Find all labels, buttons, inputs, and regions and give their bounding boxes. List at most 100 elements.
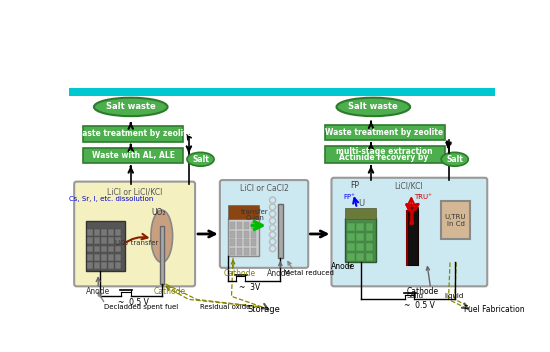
Bar <box>356 253 364 261</box>
Bar <box>108 246 114 252</box>
Bar <box>116 263 120 269</box>
Text: Metal reduced: Metal reduced <box>284 270 334 276</box>
Bar <box>116 228 120 235</box>
Bar <box>108 254 114 261</box>
Bar <box>228 218 260 256</box>
Text: LiCl/KCl: LiCl/KCl <box>394 182 424 191</box>
Bar <box>251 248 256 255</box>
FancyBboxPatch shape <box>74 182 195 286</box>
Bar <box>69 88 495 96</box>
Bar <box>160 226 164 284</box>
Text: multi-stage extraction: multi-stage extraction <box>336 147 432 156</box>
Bar <box>95 228 100 235</box>
Bar <box>356 243 364 251</box>
Bar <box>278 204 283 258</box>
Bar <box>366 253 373 261</box>
Bar <box>244 239 249 246</box>
Bar <box>408 207 417 265</box>
Text: TRU⁺: TRU⁺ <box>414 194 432 200</box>
Text: U: U <box>358 199 364 208</box>
Text: Decladded spent fuel: Decladded spent fuel <box>103 304 178 310</box>
Bar <box>87 237 93 244</box>
Text: O-ion: O-ion <box>245 215 264 221</box>
Bar <box>108 263 114 269</box>
Bar <box>345 208 376 219</box>
Ellipse shape <box>94 98 168 116</box>
Bar <box>408 211 419 265</box>
Text: ~  3V: ~ 3V <box>239 283 260 291</box>
Bar <box>95 254 100 261</box>
Text: Fuel Fabrication: Fuel Fabrication <box>464 305 525 314</box>
Text: Actinide recovery by: Actinide recovery by <box>339 153 429 162</box>
Text: Anode: Anode <box>86 287 111 296</box>
Bar <box>366 243 373 251</box>
Bar <box>101 228 107 235</box>
Text: Salt waste: Salt waste <box>349 102 398 112</box>
Bar <box>101 246 107 252</box>
Text: transfer: transfer <box>241 209 268 215</box>
Bar <box>237 231 243 238</box>
Bar <box>356 233 364 241</box>
Bar <box>95 237 100 244</box>
Bar <box>237 222 243 230</box>
Text: Cathode: Cathode <box>224 269 256 278</box>
Text: Anode: Anode <box>331 262 355 271</box>
Text: liquid: liquid <box>444 293 464 299</box>
Bar <box>347 243 355 251</box>
Bar <box>101 263 107 269</box>
Ellipse shape <box>187 152 214 166</box>
Text: Storage: Storage <box>248 305 280 314</box>
Bar <box>324 146 444 163</box>
Text: FP: FP <box>350 181 359 190</box>
Bar <box>101 237 107 244</box>
Bar <box>251 239 256 246</box>
Text: Waste treatment by zeolite: Waste treatment by zeolite <box>325 128 443 137</box>
Bar <box>251 222 256 230</box>
Text: ~  0.5 V: ~ 0.5 V <box>118 298 148 307</box>
Bar <box>116 237 120 244</box>
Text: Salt: Salt <box>192 155 209 164</box>
Ellipse shape <box>337 98 410 116</box>
Bar <box>324 125 444 140</box>
Text: Cathode: Cathode <box>153 287 185 296</box>
Bar <box>244 222 249 230</box>
Bar <box>95 263 100 269</box>
Bar <box>356 223 364 231</box>
Bar <box>108 237 114 244</box>
Bar <box>230 231 235 238</box>
Text: Cathode: Cathode <box>407 287 439 296</box>
Text: Waste treatment by zeolite: Waste treatment by zeolite <box>74 130 192 138</box>
Bar <box>347 253 355 261</box>
Bar <box>87 254 93 261</box>
Bar <box>366 233 373 241</box>
Bar <box>116 254 120 261</box>
Ellipse shape <box>151 210 173 263</box>
Bar <box>86 221 124 271</box>
Text: FP⁺: FP⁺ <box>343 194 355 200</box>
Bar <box>237 239 243 246</box>
FancyBboxPatch shape <box>220 180 308 268</box>
Bar <box>347 233 355 241</box>
Bar <box>87 263 93 269</box>
Bar <box>230 239 235 246</box>
Bar <box>228 206 260 219</box>
Text: LiCl or CaCl2: LiCl or CaCl2 <box>240 184 289 193</box>
Text: Waste with AL, ALE: Waste with AL, ALE <box>91 151 174 160</box>
Bar <box>244 248 249 255</box>
Bar <box>347 223 355 231</box>
Bar <box>441 201 470 239</box>
Bar <box>366 223 373 231</box>
Bar <box>82 148 184 163</box>
Bar <box>237 248 243 255</box>
Bar <box>230 222 235 230</box>
Bar <box>116 246 120 252</box>
Bar <box>108 228 114 235</box>
Ellipse shape <box>441 152 468 166</box>
Text: Anode: Anode <box>267 269 292 278</box>
Text: Salt waste: Salt waste <box>106 102 156 112</box>
Text: Salt: Salt <box>446 155 463 164</box>
Text: UO₂: UO₂ <box>151 208 166 217</box>
Bar <box>345 218 376 263</box>
Text: U,TRU
In Cd: U,TRU In Cd <box>445 214 466 227</box>
Text: Cs, Sr, I, etc. dissolution: Cs, Sr, I, etc. dissolution <box>69 196 153 202</box>
